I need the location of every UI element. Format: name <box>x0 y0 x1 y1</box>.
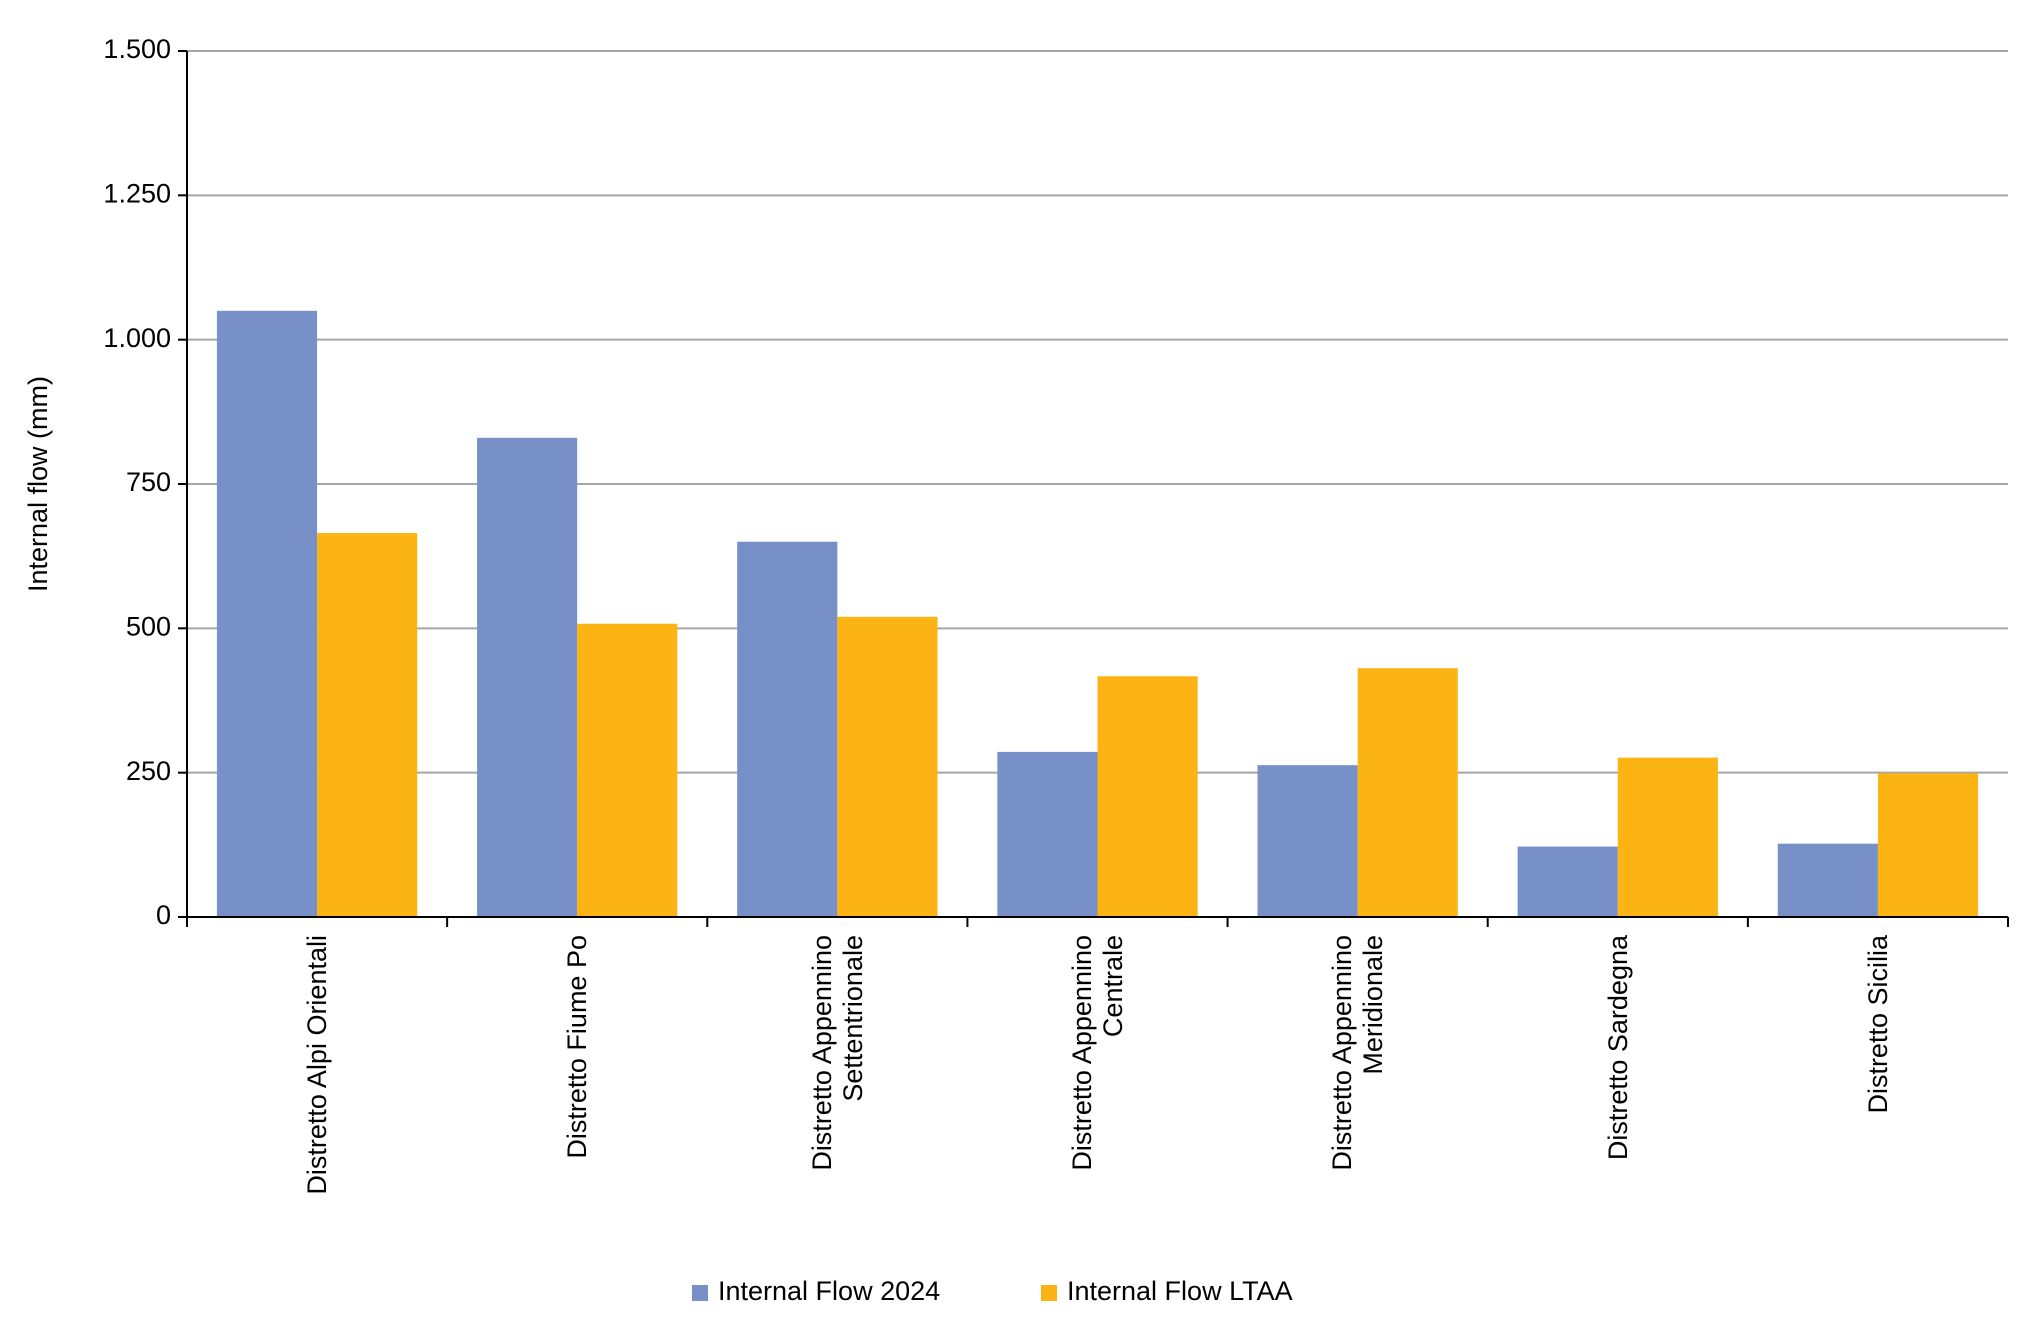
bar <box>837 616 938 917</box>
bar <box>577 623 678 917</box>
y-axis-label: Internal flow (mm) <box>23 376 53 592</box>
y-tick-label: 1.250 <box>103 178 171 208</box>
bar <box>1777 843 1878 917</box>
bar <box>997 751 1098 917</box>
x-tick-label: Distretto AppenninoCentrale <box>1067 935 1128 1171</box>
legend-swatch <box>1041 1285 1057 1301</box>
legend-label: Internal Flow 2024 <box>718 1276 940 1306</box>
bar <box>1357 668 1458 917</box>
bar <box>737 541 838 917</box>
bar <box>1097 676 1198 917</box>
bar <box>477 437 578 917</box>
x-tick-label: Distretto Sardegna <box>1603 934 1633 1160</box>
x-tick-label: Distretto AppenninoMeridionale <box>1327 935 1388 1171</box>
x-tick-label: Distretto Fiume Po <box>562 935 592 1159</box>
x-tick-label: Distretto Sicilia <box>1863 934 1893 1114</box>
legend-label: Internal Flow LTAA <box>1067 1276 1293 1306</box>
y-tick-label: 250 <box>126 756 171 786</box>
bar <box>1257 765 1358 917</box>
bar <box>1617 757 1718 917</box>
legend-swatch <box>692 1285 708 1301</box>
bar <box>317 533 418 917</box>
x-tick-label: Distretto AppenninoSettentrionale <box>807 935 868 1171</box>
y-tick-label: 1.000 <box>103 323 171 353</box>
bar <box>1877 773 1979 917</box>
y-tick-label: 500 <box>126 611 171 641</box>
bar <box>216 310 318 917</box>
y-tick-label: 750 <box>126 467 171 497</box>
x-tick-label: Distretto Alpi Orientali <box>302 935 332 1195</box>
y-tick-label: 1.500 <box>103 34 171 64</box>
bar <box>1517 846 1618 917</box>
y-tick-label: 0 <box>156 900 171 930</box>
